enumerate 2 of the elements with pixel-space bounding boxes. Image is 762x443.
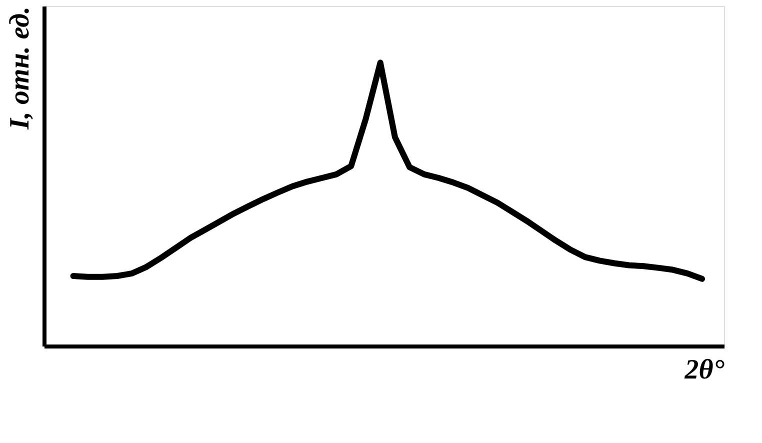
x-axis-title: 2θ° <box>684 354 724 386</box>
y-axis-title: I, отн. ед. <box>4 6 36 130</box>
